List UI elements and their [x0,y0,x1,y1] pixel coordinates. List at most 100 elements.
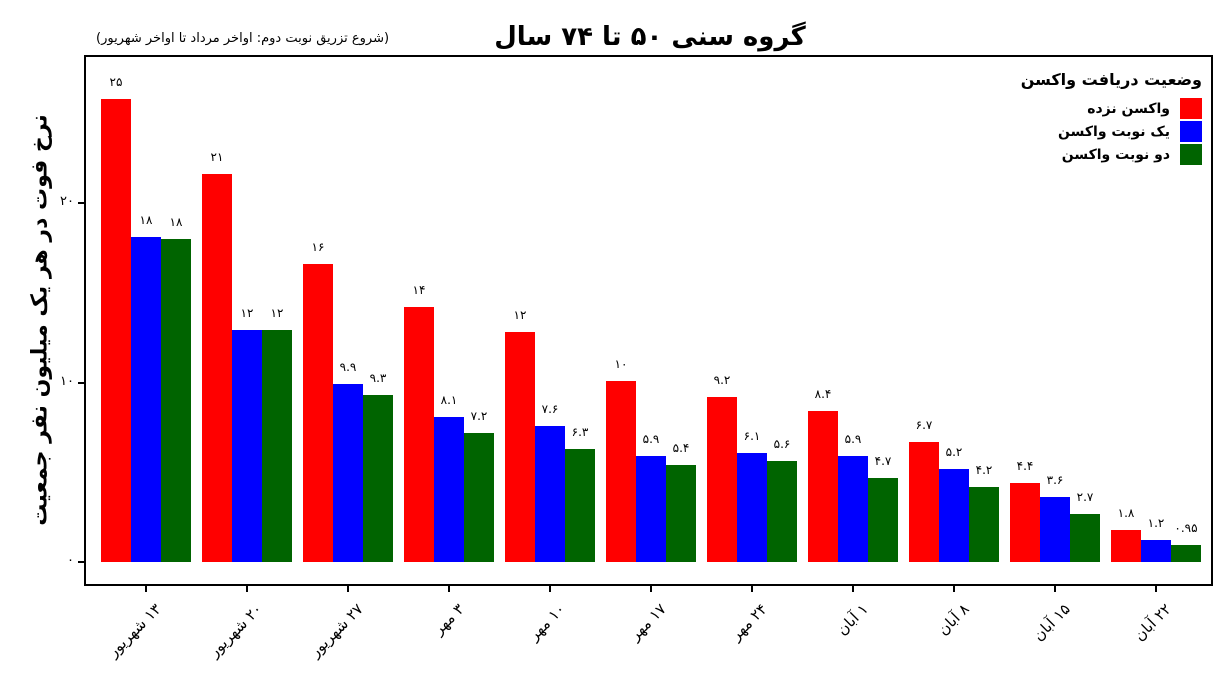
bar [565,448,595,562]
bar-value-label: ۶.۷ [915,417,933,432]
y-tick [78,561,84,563]
legend-label: دو نوبت واکسن [1061,146,1170,163]
bar-value-label: ۴.۷ [874,453,892,468]
legend-swatch-green [1180,144,1202,165]
x-tick [1054,586,1056,592]
x-tick-label: ۱ آبان [833,600,872,639]
bar [434,416,464,562]
legend-title: وضعیت دریافت واکسن [1020,70,1202,89]
legend-swatch-blue [1180,121,1202,142]
y-axis-label: نرخ فوت در هر یک میلیون نفر جمعیت [27,114,53,526]
x-tick [751,586,753,592]
bar-value-label: ۱۸ [139,213,153,228]
bar [1141,540,1171,562]
bar-value-label: ۹.۳ [369,371,387,386]
bar-value-label: ۰.۹۵ [1174,520,1198,535]
bar [232,330,262,562]
bar-value-label: ۱۲ [270,306,284,321]
legend-label: واکسن نزده [1087,100,1170,117]
bar-value-label: ۹.۲ [713,372,731,387]
legend-item-unvaccinated: واکسن نزده [1012,97,1202,120]
bar [131,237,161,562]
x-tick-label: ۲۰ شهریور [205,600,266,661]
x-tick-label: ۱۵ آبان [1029,600,1074,645]
x-tick [852,586,854,592]
bar-value-label: ۱۶ [311,240,325,255]
bar [535,425,565,562]
y-tick-label: ۲۰ [60,194,74,209]
x-tick [448,586,450,592]
x-tick [347,586,349,592]
bar-value-label: ۵.۴ [672,441,690,456]
x-tick [1155,586,1157,592]
x-tick-label: ۳ مهر [429,600,468,639]
bar-value-label: ۲.۷ [1076,489,1094,504]
bar-value-label: ۱.۲ [1147,516,1165,531]
x-tick-label: ۲۴ مهر [726,600,771,644]
x-tick-label: ۱۰ مهر [524,600,569,644]
bar [666,465,696,562]
bar-value-label: ۵.۶ [773,437,791,452]
bar-value-label: ۷.۶ [541,401,559,416]
bar-value-label: ۸.۱ [440,392,458,407]
bar-value-label: ۴.۴ [1016,459,1034,474]
x-tick-label: ۲۲ آبان [1130,600,1175,645]
bar-value-label: ۷.۲ [470,408,488,423]
bar [262,330,292,562]
x-tick [650,586,652,592]
plot-area [84,55,1213,586]
bar-value-label: ۲۵ [109,74,123,89]
bar-value-label: ۱۰ [614,356,628,371]
bar-value-label: ۸.۴ [814,387,832,402]
x-tick [549,586,551,592]
chart-subtitle: (شروع تزریق نوبت دوم: اواخر مرداد تا اوا… [96,31,390,46]
bar-value-label: ۵.۹ [642,432,660,447]
bar [464,432,494,562]
bar [333,384,363,562]
bar [636,456,666,562]
bar-value-label: ۹.۹ [339,360,357,375]
legend-item-two-dose: دو نوبت واکسن [1012,143,1202,166]
y-tick-label: ۰ [67,553,74,568]
bar-value-label: ۳.۶ [1046,473,1064,488]
bar [868,477,898,562]
bar [1010,483,1040,562]
bar [606,380,636,562]
bar-value-label: ۲۱ [210,150,224,165]
bar [767,461,797,562]
bar [808,411,838,562]
x-tick-label: ۲۷ شهریور [306,600,367,661]
bar [1171,544,1201,562]
bar-value-label: ۵.۹ [844,432,862,447]
bar [969,486,999,562]
bar-value-label: ۱۸ [169,214,183,229]
bar-value-label: ۱۴ [412,283,426,298]
y-tick [78,202,84,204]
x-tick [246,586,248,592]
bar [202,174,232,562]
bar-value-label: ۱۲ [240,306,254,321]
bar-value-label: ۶.۱ [743,428,761,443]
legend-item-one-dose: یک نوبت واکسن [1012,120,1202,143]
y-tick [78,381,84,384]
bar-value-label: ۴.۲ [975,462,993,477]
bar [909,441,939,562]
bar-value-label: ۱۲ [513,308,527,323]
bar [363,395,393,562]
bar [737,452,767,562]
bar [101,98,131,562]
bar [404,307,434,562]
bar [161,238,191,562]
bar [1111,529,1141,562]
bar [1040,497,1070,562]
x-tick [953,586,955,592]
x-tick-label: ۸ آبان [934,600,973,639]
legend-label: یک نوبت واکسن [1058,123,1170,140]
bar-value-label: ۵.۲ [945,444,963,459]
bar [707,396,737,562]
bar [303,264,333,562]
bar [505,332,535,562]
x-tick [145,586,147,592]
x-tick-label: ۱۳ شهریور [104,600,165,661]
bar-value-label: ۶.۳ [571,424,589,439]
